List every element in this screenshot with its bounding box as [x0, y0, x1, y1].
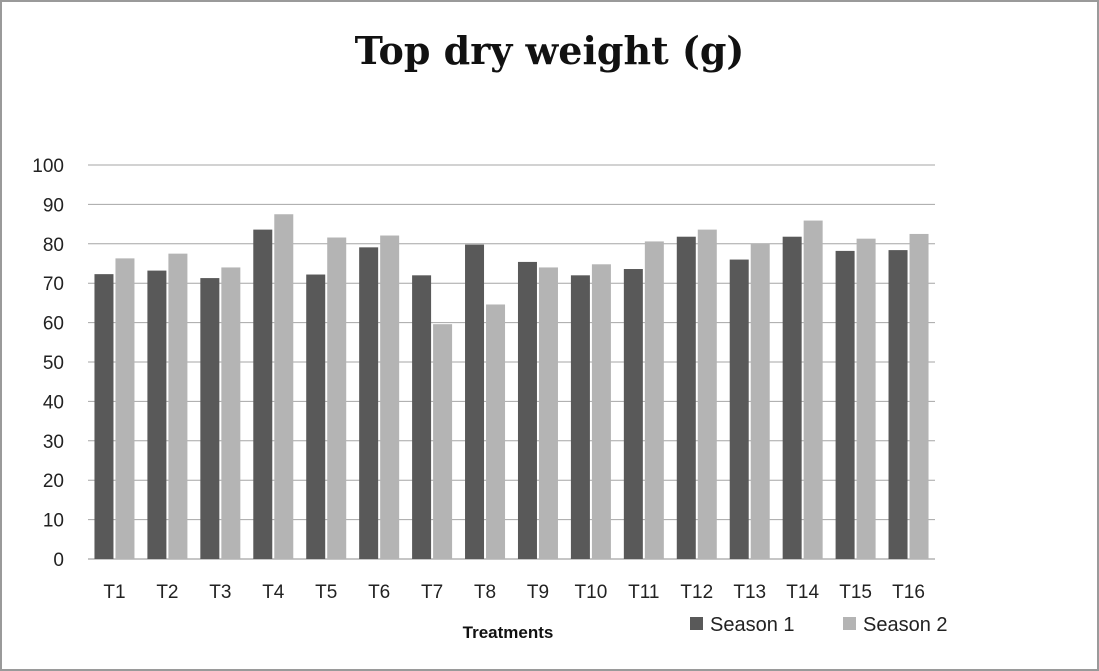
bar-T11-series-1: [623, 269, 643, 559]
bar-T5-series-1: [306, 274, 326, 559]
x-tick-label: T11: [628, 582, 659, 603]
x-tick-label: T4: [262, 582, 285, 603]
legend-swatch-1: [690, 617, 703, 630]
bar-T10-series-1: [570, 275, 590, 559]
x-tick-label: T10: [575, 582, 608, 603]
bar-T1-series-1: [94, 274, 114, 559]
bar-T8-series-2: [486, 304, 506, 559]
x-tick-label: T8: [474, 582, 496, 603]
bar-T14-series-2: [803, 220, 823, 559]
bar-T12-series-1: [676, 236, 696, 559]
y-tick-label: 100: [32, 156, 64, 177]
legend-label-1: Season 1: [710, 614, 795, 636]
y-tick-label: 60: [43, 314, 64, 335]
x-tick-label: T12: [680, 582, 713, 603]
legend: Season 1 Season 2: [690, 614, 948, 636]
x-tick-label: T3: [209, 582, 231, 603]
x-tick-label: T5: [315, 582, 337, 603]
y-tick-label: 20: [43, 471, 64, 492]
bar-T6-series-2: [380, 235, 400, 559]
bar-T5-series-2: [327, 237, 347, 559]
x-tick-label: T9: [527, 582, 549, 603]
bars: [94, 214, 929, 560]
y-tick-label: 50: [43, 353, 64, 374]
bar-T12-series-2: [697, 229, 717, 559]
bar-T7-series-1: [412, 275, 432, 559]
x-tick-label: T7: [421, 582, 443, 603]
bar-T3-series-1: [200, 278, 220, 559]
bar-T4-series-1: [253, 229, 273, 559]
bar-T14-series-1: [782, 236, 802, 559]
bar-T16-series-1: [888, 250, 908, 559]
bar-T10-series-2: [591, 264, 611, 559]
y-tick-label: 30: [43, 432, 64, 453]
bar-T6-series-1: [359, 247, 379, 559]
y-tick-label: 90: [43, 195, 64, 216]
bar-T15-series-2: [856, 238, 876, 560]
y-tick-label: 70: [43, 274, 64, 295]
legend-swatch-2: [843, 617, 856, 630]
y-tick-label: 10: [43, 511, 64, 532]
bar-T9-series-2: [538, 267, 558, 559]
bar-T11-series-2: [644, 241, 664, 559]
y-tick-label: 80: [43, 235, 64, 256]
bar-T3-series-2: [221, 267, 241, 559]
x-tick-label: T16: [892, 582, 925, 603]
bar-T2-series-2: [168, 253, 188, 559]
bar-T13-series-1: [729, 259, 749, 559]
bar-T7-series-2: [433, 324, 453, 559]
x-tick-label: T1: [103, 582, 125, 603]
y-axis-labels: 0 10 20 30 40 50 60 70 80 90 100: [32, 156, 64, 571]
y-tick-label: 40: [43, 392, 64, 413]
bar-T16-series-2: [909, 233, 929, 559]
bar-T8-series-1: [465, 244, 485, 559]
bar-T4-series-2: [274, 214, 294, 559]
x-axis-title: Treatments: [463, 623, 554, 642]
x-tick-label: T6: [368, 582, 390, 603]
x-axis-labels: T1 T2 T3 T4 T5 T6 T7 T8 T9 T10 T11 T12 T13 T14 T15 T16: [103, 582, 925, 603]
x-tick-label: T15: [839, 582, 872, 603]
bar-T2-series-1: [147, 270, 167, 559]
bar-T9-series-1: [517, 261, 537, 559]
y-tick-label: 0: [53, 550, 64, 571]
bar-T1-series-2: [115, 258, 135, 559]
bar-T13-series-2: [750, 243, 770, 560]
x-tick-label: T13: [733, 582, 766, 603]
x-tick-label: T2: [156, 582, 178, 603]
x-tick-label: T14: [786, 582, 819, 603]
chart-title: Top dry weight (g): [354, 28, 745, 73]
legend-label-2: Season 2: [863, 614, 948, 636]
bar-T15-series-1: [835, 250, 855, 559]
